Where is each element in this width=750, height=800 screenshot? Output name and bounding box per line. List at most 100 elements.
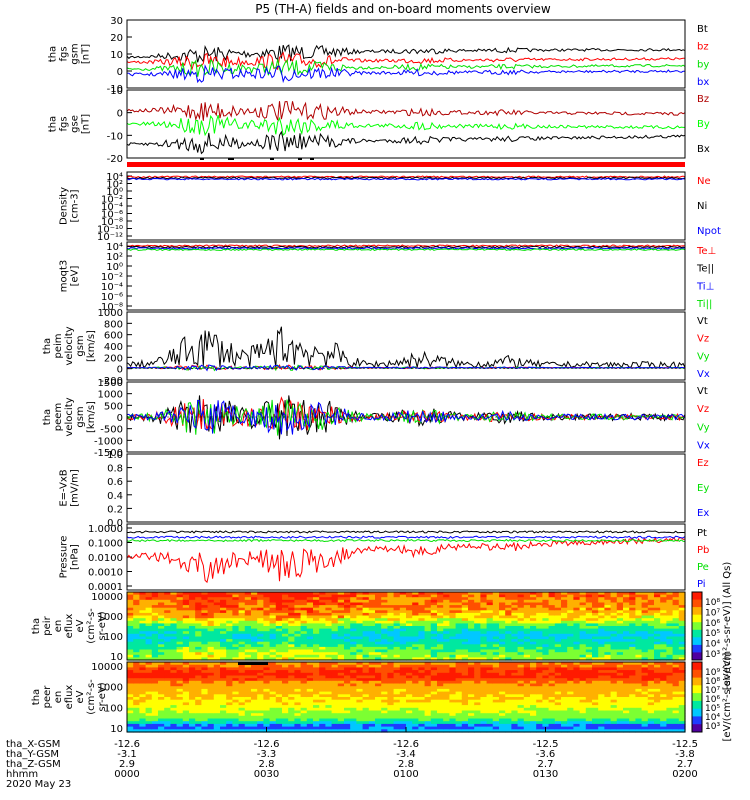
ylabel-line: tha — [48, 116, 59, 132]
heatmap-cell — [182, 592, 190, 596]
heatmap-cell — [505, 680, 512, 685]
heatmap-cell — [399, 639, 407, 643]
heatmap-cell — [306, 610, 314, 614]
heatmap-cell — [195, 707, 202, 712]
heatmap-cell — [275, 667, 283, 671]
heatmap-cell — [251, 592, 258, 596]
heatmap-cell — [468, 631, 475, 635]
heatmap-cell — [573, 683, 581, 687]
heatmap-cell — [337, 599, 345, 603]
heatmap-cell — [381, 646, 388, 651]
heatmap-cell — [145, 612, 153, 617]
heatmap-cell — [127, 654, 134, 658]
heatmap-cell — [356, 699, 364, 703]
heatmap-cell — [151, 639, 159, 643]
heatmap-cell — [257, 654, 264, 658]
heatmap-cell — [195, 654, 202, 658]
flag-mark — [238, 662, 268, 665]
heatmap-cell — [213, 697, 221, 701]
heatmap-cell — [294, 715, 302, 720]
heatmap-cell — [585, 631, 593, 635]
heatmap-cell — [226, 707, 233, 712]
heatmap-cell — [337, 618, 345, 622]
heatmap-cell — [499, 639, 506, 643]
heatmap-cell — [226, 612, 233, 617]
heatmap-cell — [275, 615, 283, 619]
heatmap-cell — [505, 594, 512, 598]
heatmap-cell — [164, 654, 171, 658]
heatmap-cell — [523, 707, 531, 712]
heatmap-cell — [592, 713, 599, 717]
panel-legend: Te⊥Te||Ti⊥Ti|| — [696, 246, 716, 310]
heatmap-cell — [306, 654, 314, 658]
heatmap-cell — [474, 675, 481, 679]
heatmap-cell — [449, 729, 457, 733]
heatmap-cell — [437, 723, 444, 728]
heatmap-cell — [585, 633, 593, 637]
heatmap-cell — [288, 618, 295, 622]
heatmap-cell — [145, 664, 153, 668]
heatmap-cell — [523, 597, 531, 601]
heatmap-cell — [654, 620, 661, 624]
heatmap-cell — [511, 713, 519, 717]
heatmap-cell — [647, 662, 655, 666]
colorbar-tick: 10³ — [705, 722, 720, 732]
heatmap-cell — [282, 718, 289, 722]
heatmap-cell — [579, 662, 587, 666]
heatmap-cell — [375, 723, 382, 728]
heatmap-cell — [319, 592, 326, 596]
heatmap-cell — [344, 626, 351, 630]
heatmap-cell — [666, 715, 674, 720]
heatmap-cell — [660, 631, 667, 635]
heatmap-cell — [251, 710, 258, 714]
heatmap-cell — [195, 623, 202, 627]
heatmap-cell — [579, 641, 587, 645]
ylabel-line: tha — [31, 618, 42, 634]
heatmap-cell — [220, 707, 227, 712]
heatmap-cell — [294, 605, 302, 609]
heatmap-cell — [474, 618, 481, 622]
series-line-Ti⊥ — [126, 246, 686, 250]
heatmap-cell — [244, 654, 252, 658]
heatmap-cell — [306, 688, 314, 693]
heatmap-cell — [362, 602, 370, 606]
heatmap-cell — [437, 599, 444, 603]
heatmap-cell — [492, 723, 500, 728]
heatmap-cell — [151, 678, 159, 682]
heatmap-cell — [282, 694, 289, 698]
heatmap-cell — [344, 675, 351, 679]
heatmap-cell — [337, 705, 345, 709]
heatmap-cell — [412, 644, 419, 648]
heatmap-cell — [486, 654, 494, 658]
heatmap-cell — [176, 639, 184, 643]
heatmap-cell — [455, 597, 463, 601]
heatmap-cell — [294, 618, 302, 622]
heatmap-cell — [567, 713, 574, 717]
heatmap-cell — [300, 718, 308, 722]
heatmap-cell — [660, 641, 667, 645]
heatmap-cell — [517, 723, 525, 728]
heatmap-cell — [523, 718, 531, 722]
heatmap-cell — [381, 610, 388, 614]
heatmap-cell — [269, 705, 277, 709]
heatmap-cell — [195, 702, 202, 706]
heatmap-cell — [158, 683, 165, 687]
colorbar-tick: 10⁵ — [705, 704, 720, 714]
heatmap-cell — [399, 597, 407, 601]
heatmap-cell — [257, 610, 264, 614]
heatmap-cell — [232, 639, 240, 643]
panel-ylabel: Density [cm-3] — [59, 187, 81, 225]
heatmap-cell — [220, 683, 227, 687]
heatmap-cell — [387, 667, 395, 671]
heatmap-cell — [468, 644, 475, 648]
heatmap-cell — [592, 618, 599, 622]
heatmap-cell — [232, 620, 240, 624]
heatmap-cell — [511, 729, 519, 733]
heatmap-cell — [623, 710, 630, 714]
heatmap-cell — [660, 623, 667, 627]
heatmap-cell — [455, 649, 463, 653]
heatmap-cell — [573, 694, 581, 698]
heatmap-cell — [530, 699, 537, 703]
heatmap-cell — [406, 672, 413, 677]
heatmap-cell — [455, 636, 463, 640]
